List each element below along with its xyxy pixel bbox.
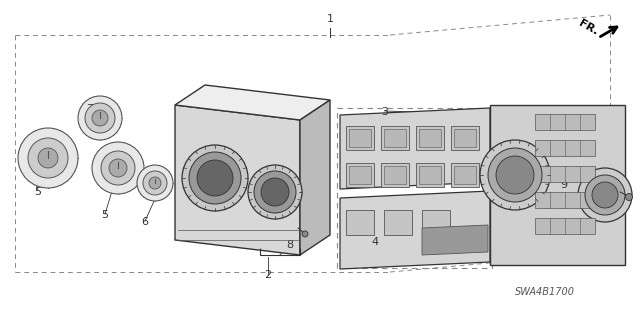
Polygon shape [422,225,488,255]
Polygon shape [384,129,406,147]
Polygon shape [416,126,444,150]
Circle shape [38,148,58,168]
Circle shape [480,140,550,210]
Text: 1: 1 [326,14,333,24]
Text: 9: 9 [561,180,568,190]
Circle shape [101,151,135,185]
Circle shape [197,160,233,196]
Circle shape [182,145,248,211]
Circle shape [578,168,632,222]
Polygon shape [454,129,476,147]
Polygon shape [384,166,406,184]
Polygon shape [381,126,409,150]
Circle shape [85,103,115,133]
Circle shape [109,159,127,177]
Polygon shape [300,100,330,255]
Circle shape [78,96,122,140]
Polygon shape [416,163,444,187]
Circle shape [137,165,173,201]
Circle shape [189,152,241,204]
Bar [535,166,595,182]
Circle shape [143,171,167,195]
Circle shape [496,156,534,194]
Circle shape [248,165,302,219]
Text: 5: 5 [102,210,109,220]
Polygon shape [175,85,330,120]
Polygon shape [490,105,625,265]
Circle shape [488,148,542,202]
Text: 4: 4 [371,237,379,247]
Polygon shape [384,210,412,235]
Text: 2: 2 [264,270,271,280]
Polygon shape [340,108,490,189]
Polygon shape [419,166,441,184]
Polygon shape [346,126,374,150]
Bar [535,192,595,208]
Text: FR.: FR. [577,18,600,37]
Polygon shape [340,191,490,269]
Circle shape [28,138,68,178]
Polygon shape [346,163,374,187]
Circle shape [585,175,625,215]
Circle shape [92,110,108,126]
Text: 8: 8 [287,240,294,250]
Polygon shape [422,210,450,235]
Polygon shape [451,126,479,150]
Bar [535,114,595,130]
Text: 7: 7 [86,104,93,114]
Circle shape [302,231,308,237]
Text: 6: 6 [141,217,148,227]
Circle shape [149,177,161,189]
Circle shape [625,194,632,201]
Circle shape [18,128,78,188]
Text: SWA4B1700: SWA4B1700 [515,287,575,297]
Polygon shape [454,166,476,184]
Polygon shape [451,163,479,187]
Circle shape [254,171,296,213]
Polygon shape [346,210,374,235]
Bar [535,140,595,156]
Polygon shape [349,166,371,184]
Polygon shape [381,163,409,187]
Text: 5: 5 [35,187,42,197]
Bar [535,218,595,234]
Polygon shape [349,129,371,147]
Polygon shape [419,129,441,147]
Circle shape [261,178,289,206]
Circle shape [92,142,144,194]
Polygon shape [175,105,300,255]
Text: 3: 3 [381,107,388,117]
Circle shape [592,182,618,208]
